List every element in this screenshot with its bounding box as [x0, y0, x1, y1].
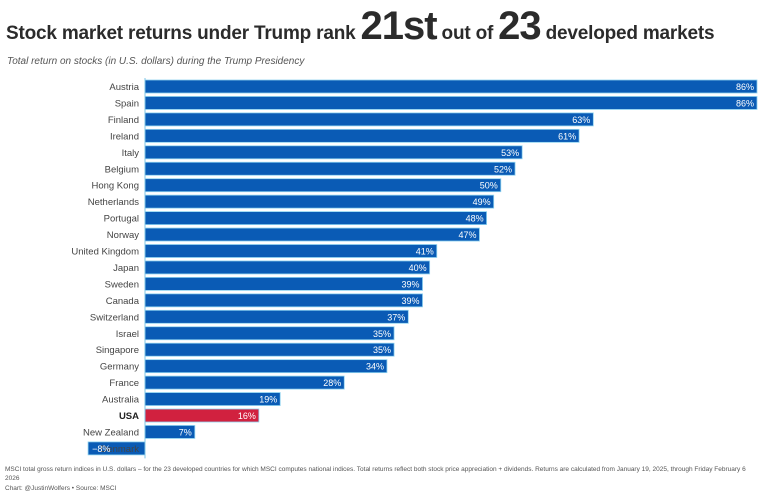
- value-label: 34%: [366, 362, 384, 372]
- category-label: New Zealand: [83, 427, 139, 438]
- value-label: 63%: [572, 115, 590, 125]
- category-label: Canada: [106, 296, 140, 307]
- category-label: Finland: [108, 115, 139, 126]
- category-label: Singapore: [96, 345, 139, 356]
- category-label: Austria: [109, 82, 139, 93]
- category-label: Norway: [107, 230, 139, 241]
- category-label: Denmark: [100, 444, 139, 455]
- chart-footer: MSCI total gross return indices in U.S. …: [5, 466, 760, 494]
- category-label: USA: [119, 411, 139, 422]
- rank-value: 21st: [360, 4, 437, 48]
- bar-singapore: [144, 342, 395, 357]
- chart-credit: Chart: @JustinWolfers • Source: MSCI: [5, 485, 117, 492]
- category-label: Netherlands: [88, 197, 139, 208]
- category-label: Ireland: [110, 131, 139, 142]
- value-label: 40%: [409, 263, 427, 273]
- category-label: Belgium: [105, 164, 139, 175]
- category-label: Hong Kong: [91, 181, 139, 192]
- bar-japan: [144, 260, 431, 275]
- value-label: 39%: [402, 296, 420, 306]
- bar-italy: [144, 145, 523, 160]
- bar-switzerland: [144, 309, 409, 324]
- value-label: −8%: [92, 444, 110, 454]
- category-label: United Kingdom: [71, 247, 139, 258]
- bar-belgium: [144, 161, 516, 176]
- bar-austria: [144, 79, 758, 94]
- value-label: 47%: [458, 230, 476, 240]
- bar-sweden: [144, 276, 423, 291]
- title-suffix: developed markets: [545, 23, 715, 44]
- bar-spain: [144, 96, 758, 110]
- value-label: 86%: [736, 98, 754, 108]
- value-label: 7%: [179, 427, 192, 437]
- value-label: 48%: [466, 214, 484, 224]
- value-label: 16%: [238, 411, 256, 421]
- bar-hong-kong: [144, 178, 502, 193]
- bar-canada: [144, 293, 423, 308]
- methodology-note: MSCI total gross return indices in U.S. …: [5, 466, 746, 482]
- value-label: 37%: [387, 312, 405, 322]
- value-label: 28%: [323, 378, 341, 388]
- bar-germany: [144, 359, 388, 374]
- bar-united-kingdom: [144, 244, 438, 258]
- value-label: 50%: [480, 181, 498, 191]
- value-label: 19%: [259, 395, 277, 405]
- category-label: Australia: [102, 395, 140, 406]
- category-label: Italy: [122, 148, 140, 159]
- bar-finland: [144, 112, 594, 127]
- bar-israel: [144, 326, 395, 341]
- bar-france: [144, 375, 345, 390]
- value-label: 39%: [402, 279, 420, 289]
- bar-netherlands: [144, 194, 495, 209]
- bar-ireland: [144, 128, 580, 143]
- value-label: 41%: [416, 247, 434, 257]
- value-label: 52%: [494, 164, 512, 174]
- category-label: Israel: [116, 329, 139, 340]
- category-label: Japan: [113, 263, 139, 274]
- category-label: Switzerland: [90, 312, 139, 323]
- chart-subtitle: Total return on stocks (in U.S. dollars)…: [7, 56, 305, 67]
- value-label: 53%: [501, 148, 519, 158]
- value-label: 35%: [373, 329, 391, 339]
- category-label: France: [109, 378, 139, 389]
- bar-norway: [144, 227, 480, 242]
- value-label: 61%: [558, 131, 576, 141]
- bar-portugal: [144, 211, 487, 226]
- total-markets: 23: [498, 4, 541, 48]
- title-prefix: Stock market returns under Trump rank: [6, 23, 356, 44]
- title-mid: out of: [441, 23, 494, 44]
- category-label: Germany: [100, 362, 139, 373]
- value-label: 86%: [736, 82, 754, 92]
- chart-title: Stock market returns under Trump rank 21…: [6, 4, 715, 48]
- category-label: Sweden: [105, 279, 139, 290]
- value-label: 49%: [473, 197, 491, 207]
- value-label: 35%: [373, 345, 391, 355]
- category-label: Portugal: [104, 214, 139, 225]
- category-label: Spain: [115, 98, 139, 109]
